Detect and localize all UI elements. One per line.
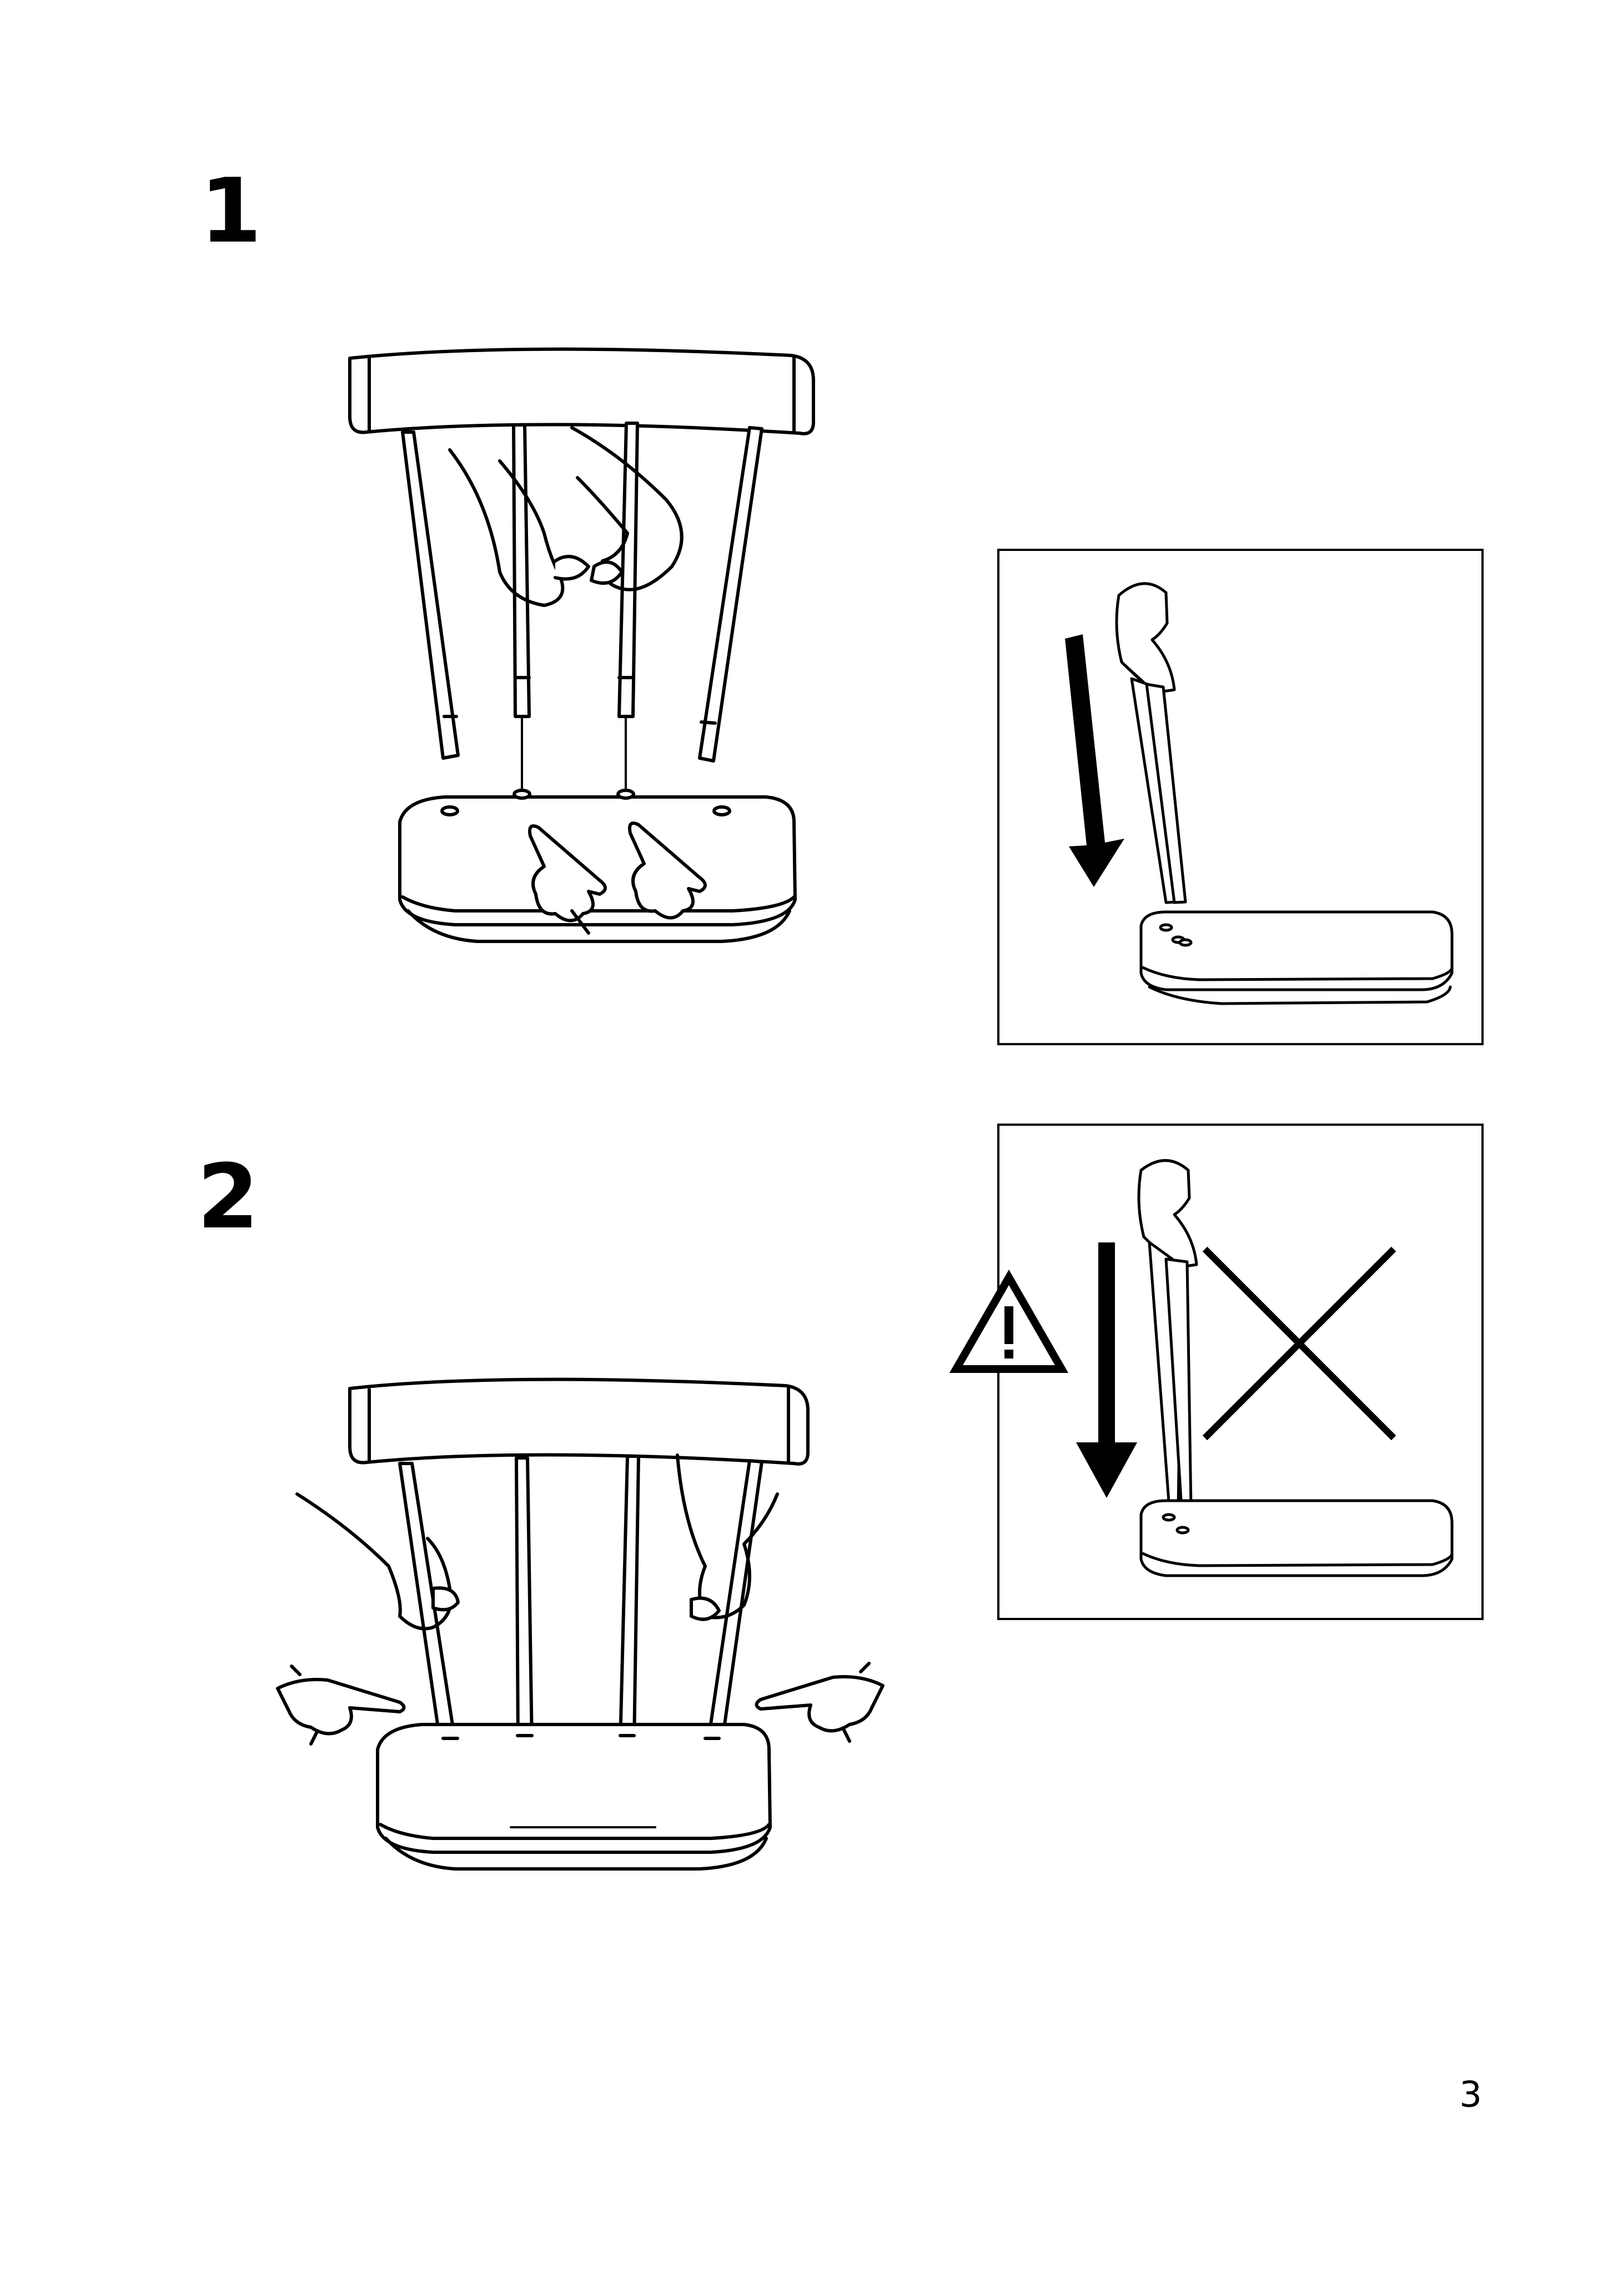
pointing-hand-left [528, 824, 607, 923]
backrest-rail [348, 347, 815, 435]
left-hand [448, 448, 565, 607]
side-view-illustration [1065, 582, 1454, 1005]
detail-panel-correct [997, 549, 1484, 1045]
pointing-hand-right [628, 821, 707, 920]
spindle-inner-right [617, 422, 639, 718]
step-2-illustration [276, 1377, 885, 1871]
hand-right-2 [676, 1453, 779, 1620]
pointing-hand-right-2 [755, 1675, 885, 1733]
seat [398, 795, 797, 926]
spindle-inner-left-2 [515, 1456, 534, 1746]
spindle-inner-right-2 [619, 1455, 640, 1746]
cross-icon [1202, 1246, 1396, 1441]
down-arrow-icon-2 [1076, 1242, 1137, 1498]
step-2-number: 2 [197, 1145, 259, 1249]
backrest-rail-2 [348, 1377, 810, 1466]
pointing-hand-left-2 [276, 1678, 406, 1736]
down-arrow-icon [1065, 634, 1124, 887]
spindle-right [698, 426, 763, 763]
spindle-inner-left [512, 423, 531, 718]
spindle-left [401, 430, 460, 760]
side-view-illustration-wrong [1076, 1159, 1454, 1577]
warning-triangle-icon [949, 1269, 1069, 1373]
page-number: 3 [1459, 2074, 1482, 2115]
step-1-number: 1 [200, 159, 262, 263]
hand-left-2 [295, 1492, 453, 1631]
detail-panel-incorrect [997, 1124, 1484, 1620]
seat-2 [376, 1723, 772, 1854]
right-hand [570, 426, 684, 591]
step-1-illustration [348, 347, 815, 943]
